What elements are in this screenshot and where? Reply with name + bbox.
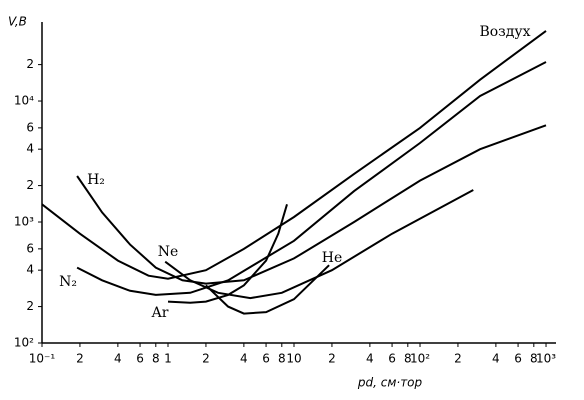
curve [167,204,288,304]
x-tick-label: 4 [492,352,500,366]
x-tick-label: 10³ [536,352,556,366]
x-tick-label: 2 [454,352,462,366]
x-tick-label: 8 [152,352,160,366]
y-tick-label: 2 [26,57,34,71]
curve [76,61,547,296]
x-tick-label: 2 [328,352,336,366]
y-tick-label: 6 [26,241,34,255]
x-tick-label: 8 [404,352,412,366]
x-tick-label: 10⁻¹ [29,352,56,366]
series-label: He [322,250,343,266]
y-tick-label: 10³ [14,215,34,229]
x-tick-label: 2 [202,352,210,366]
y-tick-label: 10² [14,336,34,350]
series-label: N₂ [59,274,77,290]
y-tick-label: 6 [26,120,34,134]
x-tick-label: 4 [366,352,374,366]
y-tick-label: 4 [26,263,34,277]
series-label: Воздух [479,24,530,40]
x-tick-label: 6 [514,352,522,366]
series-label: Ar [151,305,169,321]
x-tick-label: 4 [114,352,122,366]
x-tick-label: 10 [286,352,301,366]
y-tick-label: 2 [26,178,34,192]
x-tick-label: 6 [388,352,396,366]
curve [164,189,474,300]
x-tick-label: 4 [240,352,248,366]
y-tick-label: 4 [26,142,34,156]
y-tick-label: 10⁴ [14,94,34,108]
curve [205,264,330,315]
y-axis-label: V,B [8,15,27,29]
x-tick-label: 10² [410,352,430,366]
x-tick-label: 8 [530,352,538,366]
y-tick-label: 2 [26,299,34,313]
series-label: Ne [158,244,179,260]
x-tick-label: 6 [262,352,270,366]
x-axis-label: pd, см·тор [357,376,423,390]
curve [41,30,547,280]
x-tick-label: 6 [136,352,144,366]
x-tick-label: 2 [76,352,84,366]
x-tick-label: 1 [164,352,172,366]
x-tick-label: 8 [278,352,286,366]
series-label: H₂ [87,172,105,188]
